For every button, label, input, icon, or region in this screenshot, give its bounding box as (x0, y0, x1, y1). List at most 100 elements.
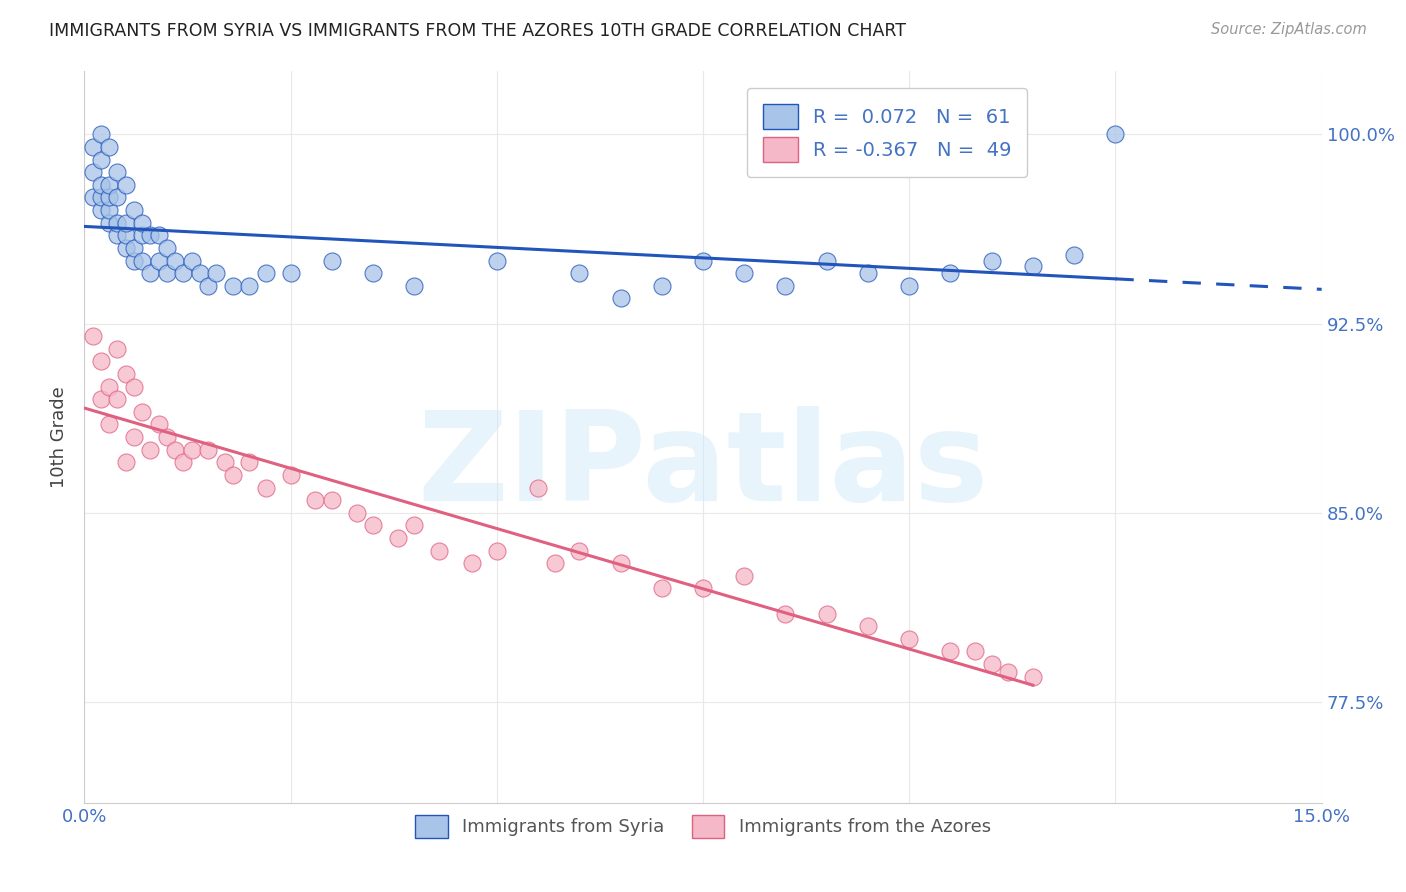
Point (98, 140, 121, 154)
Point (82, 165, 104, 179)
Point (815, 607, 838, 621)
Point (543, 556, 565, 570)
Legend: Immigrants from Syria, Immigrants from the Azores: Immigrants from Syria, Immigrants from t… (408, 807, 998, 845)
Point (188, 266, 211, 280)
Point (815, 253, 838, 268)
Point (461, 556, 484, 570)
Point (139, 266, 162, 280)
Point (122, 379, 145, 393)
Point (148, 417, 170, 432)
Point (114, 367, 136, 381)
Point (122, 253, 145, 268)
Point (997, 665, 1019, 679)
Point (98, 379, 121, 393)
Point (568, 266, 591, 280)
Point (156, 430, 179, 444)
Point (122, 430, 145, 444)
Point (98, 203, 121, 218)
Point (856, 266, 879, 280)
Point (172, 455, 194, 469)
Point (98, 178, 121, 192)
Point (90, 178, 112, 192)
Point (280, 467, 302, 482)
Point (205, 266, 228, 280)
Point (98, 216, 121, 230)
Point (222, 467, 245, 482)
Point (1022, 259, 1045, 273)
Point (165, 253, 187, 268)
Point (609, 556, 631, 570)
Point (148, 253, 170, 268)
Point (898, 278, 921, 293)
Point (105, 216, 128, 230)
Point (775, 607, 797, 621)
Point (775, 278, 797, 293)
Point (105, 228, 128, 243)
Point (361, 266, 384, 280)
Point (222, 278, 245, 293)
Text: Source: ZipAtlas.com: Source: ZipAtlas.com (1211, 22, 1367, 37)
Point (90, 392, 112, 407)
Point (114, 216, 136, 230)
Point (90, 203, 112, 218)
Text: IMMIGRANTS FROM SYRIA VS IMMIGRANTS FROM THE AZORES 10TH GRADE CORRELATION CHART: IMMIGRANTS FROM SYRIA VS IMMIGRANTS FROM… (49, 22, 907, 40)
Point (485, 253, 508, 268)
Point (165, 442, 187, 457)
Point (98, 190, 121, 204)
Point (139, 442, 162, 457)
Point (180, 442, 202, 457)
Point (321, 253, 343, 268)
Point (980, 253, 1002, 268)
Point (105, 392, 128, 407)
Point (122, 203, 145, 218)
Point (139, 228, 162, 243)
Point (197, 442, 219, 457)
Point (427, 543, 450, 558)
Point (114, 228, 136, 243)
Point (105, 165, 128, 179)
Point (238, 278, 260, 293)
Point (568, 543, 591, 558)
Point (131, 216, 153, 230)
Point (148, 228, 170, 243)
Point (1022, 670, 1045, 684)
Point (197, 278, 219, 293)
Text: ZIPatlas: ZIPatlas (418, 406, 988, 527)
Point (609, 291, 631, 305)
Point (90, 153, 112, 167)
Point (651, 582, 673, 596)
Point (90, 128, 112, 142)
Point (131, 405, 153, 419)
Point (156, 266, 179, 280)
Point (387, 531, 409, 545)
Point (485, 543, 508, 558)
Point (856, 619, 879, 633)
Point (90, 190, 112, 204)
Point (238, 455, 260, 469)
Point (651, 278, 673, 293)
Point (98, 417, 121, 432)
Point (82, 329, 104, 343)
Point (131, 253, 153, 268)
Point (346, 506, 368, 520)
Point (939, 644, 962, 658)
Point (1104, 128, 1126, 142)
Point (280, 266, 302, 280)
Point (105, 190, 128, 204)
Point (939, 266, 962, 280)
Point (733, 266, 755, 280)
Point (361, 518, 384, 533)
Point (156, 241, 179, 255)
Point (254, 481, 277, 495)
Point (114, 241, 136, 255)
Point (82, 190, 104, 204)
Point (131, 228, 153, 243)
Point (980, 657, 1002, 671)
Point (214, 455, 236, 469)
Point (733, 569, 755, 583)
Point (692, 582, 714, 596)
Point (404, 518, 426, 533)
Point (180, 253, 202, 268)
Point (254, 266, 277, 280)
Point (692, 253, 714, 268)
